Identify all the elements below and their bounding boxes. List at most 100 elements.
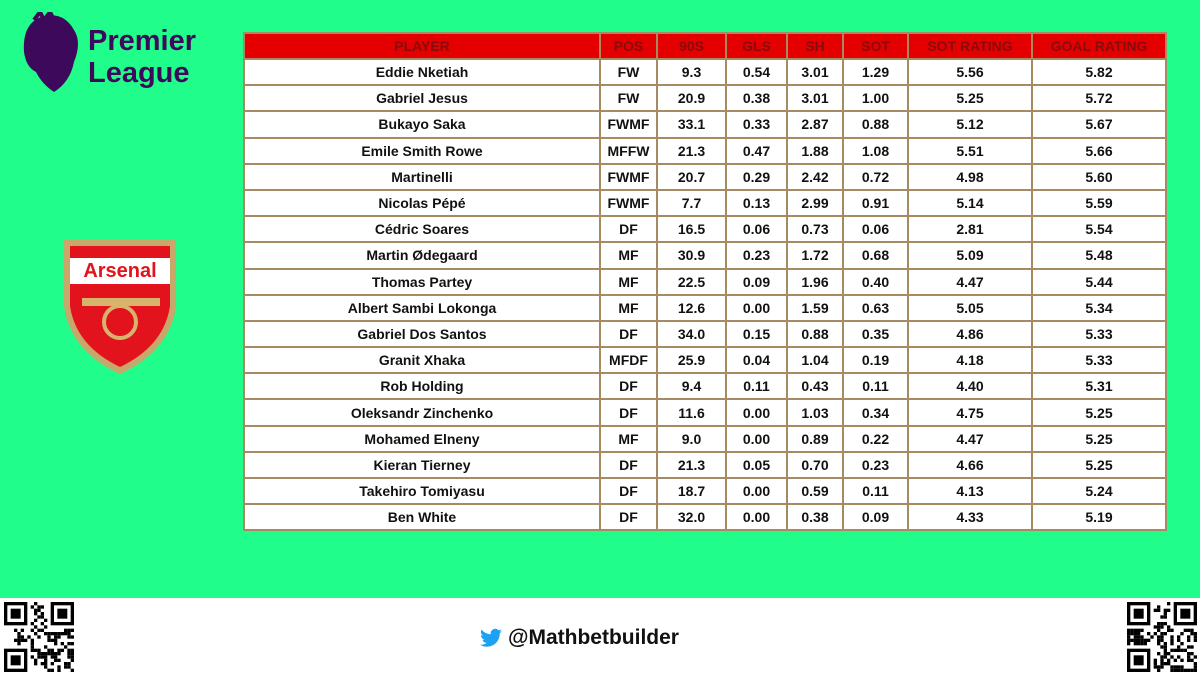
table-cell: 22.5 [656,267,727,296]
table-cell: Thomas Partey [243,267,601,296]
table-row: Granit Xhaka MFDF 25.9 0.04 1.04 0.19 4.18 5.33 [243,346,1167,375]
table-cell: 0.88 [786,319,844,349]
table-cell: 0.06 [842,215,909,244]
table-row: Eddie Nketiah FW 9.3 0.54 3.01 1.29 5.56 5.82 [243,57,1167,87]
table-cell: 0.09 [842,503,909,532]
column-header: SOT RATING [907,32,1033,60]
table-cell: 4.13 [907,476,1033,506]
footer [0,598,1200,675]
column-header: GLS [725,32,788,60]
table-cell: FWMF [599,162,658,191]
table-cell: 5.14 [907,188,1033,218]
table-cell: 1.72 [786,241,844,270]
table-cell: MF [599,293,658,322]
table-cell: 2.81 [907,215,1033,244]
table-cell: 0.04 [725,346,788,375]
qr-code [1127,602,1197,672]
table-row: Oleksandr Zinchenko DF 11.6 0.00 1.03 0.34 4.7… [243,398,1167,427]
table-cell: 1.96 [786,267,844,296]
table-cell: 2.42 [786,162,844,191]
table-cell: 0.33 [725,110,788,139]
table-cell: 0.00 [725,476,788,506]
league-name: League [88,57,190,89]
table-row: Albert Sambi Lokonga MF 12.6 0.00 1.59 0.63 5.… [243,293,1167,322]
table-cell: Martin Ødegaard [243,241,601,270]
table-cell: FW [599,57,658,87]
table-cell: 5.34 [1031,293,1167,322]
table-cell: 0.72 [842,162,909,191]
league-name: Premier [88,25,196,57]
table-row: Gabriel Jesus FW 20.9 0.38 3.01 1.00 5.25 5.72 [243,84,1167,113]
table-row: Ben White DF 32.0 0.00 0.38 0.09 4.33 5.19 [243,503,1167,532]
table-cell: 9.3 [656,57,727,87]
table-cell: 5.31 [1031,372,1167,401]
table-cell: 4.47 [907,424,1033,453]
table-cell: 16.5 [656,215,727,244]
table-cell: 5.25 [1031,450,1167,480]
table-cell: 5.82 [1031,57,1167,87]
table-cell: Cédric Soares [243,215,601,244]
table-cell: 1.29 [842,57,909,87]
table-cell: 2.99 [786,188,844,218]
table-cell: Gabriel Jesus [243,84,601,113]
table-cell: MFFW [599,136,658,165]
table-cell: 0.00 [725,424,788,453]
table-cell: Martinelli [243,162,601,191]
table-cell: 4.33 [907,503,1033,532]
table-cell: 4.47 [907,267,1033,296]
table-cell: 0.40 [842,267,909,296]
table-cell: 20.9 [656,84,727,113]
table-cell: 0.43 [786,372,844,401]
table-cell: 4.66 [907,450,1033,480]
table-cell: 0.15 [725,319,788,349]
table-cell: 5.12 [907,110,1033,139]
table-cell: 0.38 [725,84,788,113]
table-cell: Emile Smith Rowe [243,136,601,165]
table-cell: 5.09 [907,241,1033,270]
table-cell: 1.03 [786,398,844,427]
column-header: SH [786,32,844,60]
table-cell: 0.23 [842,450,909,480]
table-cell: 0.22 [842,424,909,453]
table-cell: DF [599,319,658,349]
table-cell: 0.63 [842,293,909,322]
table-cell: 4.75 [907,398,1033,427]
table-cell: 3.01 [786,57,844,87]
table-cell: Oleksandr Zinchenko [243,398,601,427]
table-cell: 9.4 [656,372,727,401]
table-cell: 0.19 [842,346,909,375]
table-cell: 0.00 [725,293,788,322]
column-header: SOT [842,32,909,60]
table-cell: 0.47 [725,136,788,165]
column-header: PLAYER [243,32,601,60]
table-cell: 30.9 [656,241,727,270]
club-name: Arsenal [83,260,156,282]
header-row: PLAYER POS 90S GLS SH SOT SOT RATING GOAL RATIN… [243,32,1167,60]
table-row: Bukayo Saka FWMF 33.1 0.33 2.87 0.88 5.12 5.67 [243,110,1167,139]
table-cell: 5.48 [1031,241,1167,270]
table-cell: 1.08 [842,136,909,165]
table-row: Thomas Partey MF 22.5 0.09 1.96 0.40 4.47 5.44 [243,267,1167,296]
table-cell: 0.00 [725,398,788,427]
table-row: Rob Holding DF 9.4 0.11 0.43 0.11 4.40 5.31 [243,372,1167,401]
table-cell: 0.05 [725,450,788,480]
table-cell: 5.51 [907,136,1033,165]
table-cell: 0.11 [842,372,909,401]
table-cell: 0.54 [725,57,788,87]
table-cell: 5.24 [1031,476,1167,506]
table-cell: Takehiro Tomiyasu [243,476,601,506]
table-cell: 4.18 [907,346,1033,375]
table-cell: 0.11 [842,476,909,506]
table-row: Gabriel Dos Santos DF 34.0 0.15 0.88 0.35 4.86… [243,319,1167,349]
table-cell: 5.56 [907,57,1033,87]
table-cell: DF [599,450,658,480]
table-cell: MF [599,241,658,270]
table-cell: MFDF [599,346,658,375]
table-cell: 5.60 [1031,162,1167,191]
table-cell: 5.59 [1031,188,1167,218]
table-cell: 5.54 [1031,215,1167,244]
table-cell: Gabriel Dos Santos [243,319,601,349]
table-cell: 21.3 [656,450,727,480]
table-cell: 2.87 [786,110,844,139]
